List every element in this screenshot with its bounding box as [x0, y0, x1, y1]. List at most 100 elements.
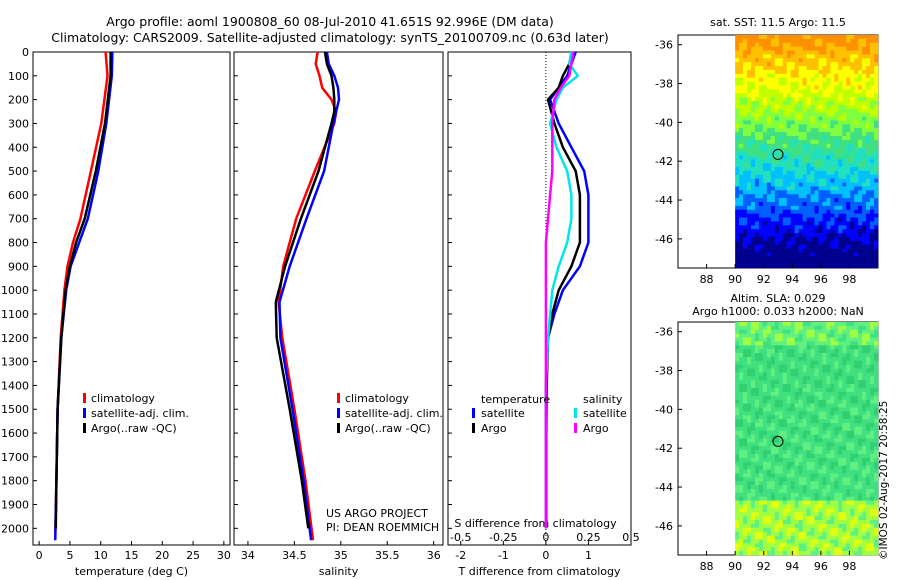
map-cell — [802, 364, 807, 369]
map-cell — [735, 62, 740, 67]
map-cell — [862, 101, 867, 106]
map-cell — [870, 108, 875, 113]
map-cell — [874, 461, 879, 466]
map-cell — [842, 73, 847, 79]
map-cell — [794, 240, 799, 245]
map-cell — [766, 236, 772, 242]
map-cell — [794, 159, 799, 164]
map-cell — [786, 233, 791, 238]
map-cell — [846, 35, 851, 40]
map-cell — [866, 430, 871, 435]
map-cell — [822, 516, 827, 521]
map-cell — [822, 508, 827, 513]
map-cell — [838, 62, 843, 67]
map-cell — [818, 380, 823, 385]
map-cell — [822, 54, 827, 59]
map-cell — [751, 244, 756, 249]
map-cell — [870, 229, 875, 234]
map-cell — [735, 248, 740, 253]
map-cell — [758, 442, 764, 447]
map-cell — [766, 35, 772, 40]
map-cell — [858, 89, 863, 94]
map-cell — [802, 411, 807, 416]
map-cell — [794, 66, 799, 71]
map-cell — [862, 345, 867, 350]
map-cell — [846, 430, 851, 435]
x-tick-label: 35 — [334, 549, 348, 562]
map-cell — [870, 101, 875, 106]
map-cell — [758, 163, 764, 168]
map-cell — [818, 135, 823, 141]
x-top-axis-label: S difference from climatology — [454, 517, 617, 530]
map-cell — [751, 240, 756, 245]
map-cell — [814, 508, 819, 513]
map-cell — [842, 523, 847, 529]
map-cell — [834, 81, 839, 86]
map-cell — [770, 442, 776, 447]
map-cell — [790, 66, 795, 71]
map-cell — [754, 349, 760, 354]
map-cell — [818, 457, 823, 463]
map-cell — [747, 77, 752, 82]
map-cell — [735, 182, 740, 187]
map-cell — [858, 236, 863, 242]
map-cell — [794, 50, 799, 55]
map-cell — [751, 35, 756, 40]
map-cell — [751, 143, 756, 148]
map-cell — [798, 178, 803, 183]
map-cell — [858, 450, 863, 455]
map-cell — [786, 155, 791, 160]
map-cell — [862, 205, 867, 211]
map-cell — [822, 461, 827, 466]
map-cell — [794, 376, 799, 381]
map-cell — [754, 434, 760, 439]
map-cell — [810, 520, 815, 525]
map-cell — [762, 434, 768, 439]
map-cell — [751, 101, 756, 106]
map-cell — [822, 135, 827, 141]
map-cell — [743, 155, 748, 160]
map-cell — [814, 198, 819, 203]
map-cell — [739, 209, 744, 214]
map-cell — [814, 205, 819, 211]
map-cell — [870, 496, 875, 501]
map-cell — [862, 104, 867, 110]
map-cell — [838, 349, 843, 354]
map-cell — [743, 360, 748, 366]
map-cell — [802, 46, 807, 51]
map-cell — [735, 446, 740, 451]
map-cell — [854, 163, 859, 168]
map-cell — [826, 341, 831, 346]
map-cell — [747, 229, 752, 234]
map-cell — [846, 151, 851, 156]
map-cell — [802, 159, 807, 164]
map-cell — [810, 221, 815, 226]
map-cell — [826, 469, 831, 474]
map-cell — [838, 248, 843, 253]
map-cell — [751, 422, 756, 428]
map-cell — [870, 194, 875, 199]
map-cell — [739, 128, 744, 133]
map-cell — [822, 450, 827, 455]
map-cell — [834, 399, 839, 404]
map-cell — [762, 465, 768, 470]
map-cell — [770, 496, 776, 501]
map-cell — [822, 69, 827, 75]
map-cell — [834, 345, 839, 350]
map-cell — [782, 415, 788, 420]
map-cell — [838, 434, 843, 439]
map-cell — [818, 450, 823, 455]
map-cell — [794, 523, 799, 529]
map-cell — [782, 372, 788, 377]
map-cell — [786, 178, 791, 183]
map-cell — [766, 116, 772, 121]
map-cell — [858, 461, 863, 466]
map-cell — [858, 101, 863, 106]
map-cell — [798, 260, 803, 265]
map-cell — [842, 69, 847, 75]
map-cell — [802, 376, 807, 381]
map-cell — [854, 178, 859, 183]
map-cell — [842, 104, 847, 110]
map-cell — [766, 217, 772, 222]
map-cell — [802, 485, 807, 490]
